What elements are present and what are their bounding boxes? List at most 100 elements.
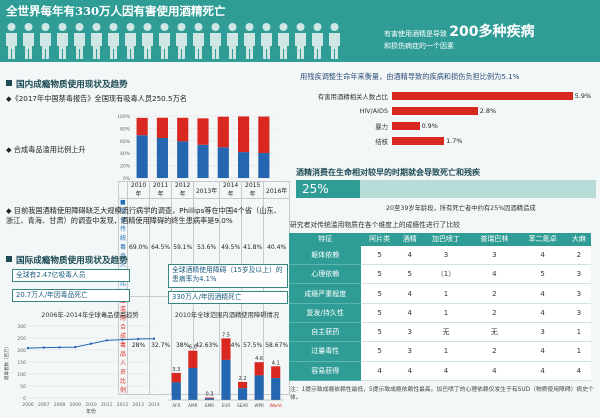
bar-value-label: 5.9% (574, 92, 592, 100)
x-tick-label: EUR (222, 403, 231, 408)
bar-value-label: 3.3 (172, 367, 180, 373)
y-tick-label: 20% (120, 164, 131, 170)
burden-title-text: 用残疾调整生命年来衡量，由酒精导致的疾病和损伤负担比例为5.1% (300, 72, 520, 81)
bar-mark (171, 372, 181, 383)
x-tick-label: World (270, 403, 282, 408)
x-tick-label: EMR (205, 403, 214, 408)
x-tick-label: SEAR (237, 403, 248, 408)
bar-segment (237, 116, 250, 153)
table-cell: 无 (470, 322, 519, 343)
bar-chart-title: 2010年全球范围内酒精使用障碍情况 (174, 312, 280, 319)
table-header-cell: 加巴喷丁 (432, 235, 461, 244)
y-tick-label: 0 (23, 396, 26, 402)
bar-value-label: 0.3 (205, 392, 213, 398)
bar-mark (221, 338, 231, 360)
person-icon (295, 23, 306, 59)
y-tick-label: 50 (20, 384, 26, 390)
table-row-label: 自主获药 (289, 322, 362, 343)
bar-segment (237, 152, 250, 178)
data-point (58, 346, 61, 349)
burden-bar-chart: 有害用酒精相关人数占比 5.9% HIV/AIDS 2.8% 暴力 0.9% 结核 1.7% (296, 92, 596, 152)
table-row: 心理依赖 5 5 （1） 4 5 3 (289, 264, 591, 285)
person-icon (227, 23, 238, 59)
percent-bar-track (360, 180, 596, 198)
x-tick-label: 2009 (70, 402, 82, 408)
table-cell: 5 (397, 264, 422, 285)
square-bullet-icon (6, 80, 12, 86)
y-tick-label: 0% (123, 176, 131, 182)
y-tick-label: 60% (120, 139, 131, 145)
comparison-table-title: 研究者对传统滥用物质在各个维度上的成瘾性进行了比较 (290, 221, 460, 229)
percent-badge: 25% (296, 180, 360, 198)
data-point (121, 338, 124, 341)
table-cell: 4 (397, 283, 422, 304)
table-year-cell: 2016年 (263, 181, 291, 199)
x-tick-label: 2012 (117, 402, 129, 408)
data-point (89, 342, 93, 345)
bar-label: HIV/AIDS (359, 107, 388, 115)
table-cell: 3 (470, 245, 519, 266)
bar-segment (136, 117, 148, 136)
bar-segment (177, 141, 189, 178)
table-cell: 1 (421, 341, 471, 362)
y-tick-label: 80% (120, 126, 131, 132)
y-tick-label: 250 (17, 336, 26, 342)
bullet-drug-report: ◆《2017年中国禁毒报告》全国现有吸毒人员250.5万名 (6, 94, 187, 103)
bar-mark (171, 382, 181, 400)
bar-mark (188, 367, 198, 400)
person-icon (142, 23, 153, 59)
bar-segment (258, 116, 270, 153)
bar-segment (177, 117, 189, 142)
banner-text: 酒精消费在生命相对较早的时期就会导致死亡和残疾 (296, 167, 480, 177)
table-cell: 4 (518, 303, 567, 324)
addiction-comparison-table: 特征 阿片类 酒精 加巴喷丁 普瑞巴林 苯二氮卓 大麻 躯体依赖 5 4 3 3 4 2 心理… (289, 233, 591, 382)
person-icon (193, 23, 204, 59)
y-tick-label: 100 (17, 372, 26, 378)
table-year-cell: 2014年 (219, 181, 243, 199)
section-title-text: 国内成瘾物质使用现状及趋势 (16, 80, 128, 90)
table-row: 容易获得 4 4 4 4 4 4 (289, 361, 591, 382)
stat-box-alcohol-deaths: 330万人/年因酒精死亡 (168, 291, 288, 304)
table-year-cell: 2013年 (193, 181, 221, 199)
y-tick-label: 300 (17, 324, 26, 330)
table-row-label: 成瘾严重程度 (289, 283, 362, 304)
table-row: 躯体依赖 5 4 3 3 4 2 (289, 245, 591, 266)
bullet-phillips-study: ◆ 目前我国酒精使用障碍缺乏大规模流行病学的调查，Phillips等在中国4个省… (6, 206, 281, 225)
bar-mark (392, 107, 478, 115)
table-cell: 2 (566, 245, 591, 266)
bar-value-label: 4.6 (255, 356, 263, 362)
table-row: 成瘾严重程度 5 4 1 2 4 3 (289, 283, 591, 304)
x-tick-label: 2007 (38, 402, 50, 408)
bar-segment (197, 118, 209, 145)
table-row-label: 躯体依赖 (289, 245, 362, 266)
people-icon-row (4, 22, 376, 60)
bar-value-label: 6.0 (189, 345, 197, 351)
x-tick-label: 2013 (133, 402, 145, 408)
bar-mark (392, 137, 445, 145)
person-icon (278, 23, 289, 59)
bar-segment (217, 116, 229, 148)
page-title: 全世界每年有330万人因有害使用酒精死亡 (6, 4, 226, 18)
table-row: 自主获药 5 3 无无 3 1 (289, 322, 591, 343)
bar-segment (156, 117, 169, 139)
table-cell: 1 (421, 283, 471, 304)
y-axis-label: 吸毒者数（百万） (3, 344, 10, 380)
table-header-row: 2010年 2011年 2012年 2013年 2014年 2015年 2016… (118, 181, 291, 199)
bar-mark (392, 92, 573, 100)
person-icon (74, 23, 85, 59)
table-cell: （1） (421, 264, 471, 285)
header-note-suffix: 和损伤病症的一个因素 (384, 42, 454, 50)
data-point (137, 337, 140, 341)
bar-segment (217, 147, 229, 178)
bar-mark (221, 359, 231, 400)
table-cell: 1 (421, 303, 471, 324)
table-cell: 3 (397, 322, 422, 343)
data-point (26, 346, 30, 350)
person-icon (57, 23, 68, 59)
table-cell: 1 (566, 341, 591, 362)
table-row: 复发/持久性 5 4 1 2 4 3 (289, 303, 591, 324)
bar-label: 有害用酒精相关人数占比 (317, 93, 388, 101)
x-tick-label: 2014 (148, 402, 160, 408)
x-tick-label: WPR (254, 403, 264, 408)
bar-mark (238, 381, 248, 389)
